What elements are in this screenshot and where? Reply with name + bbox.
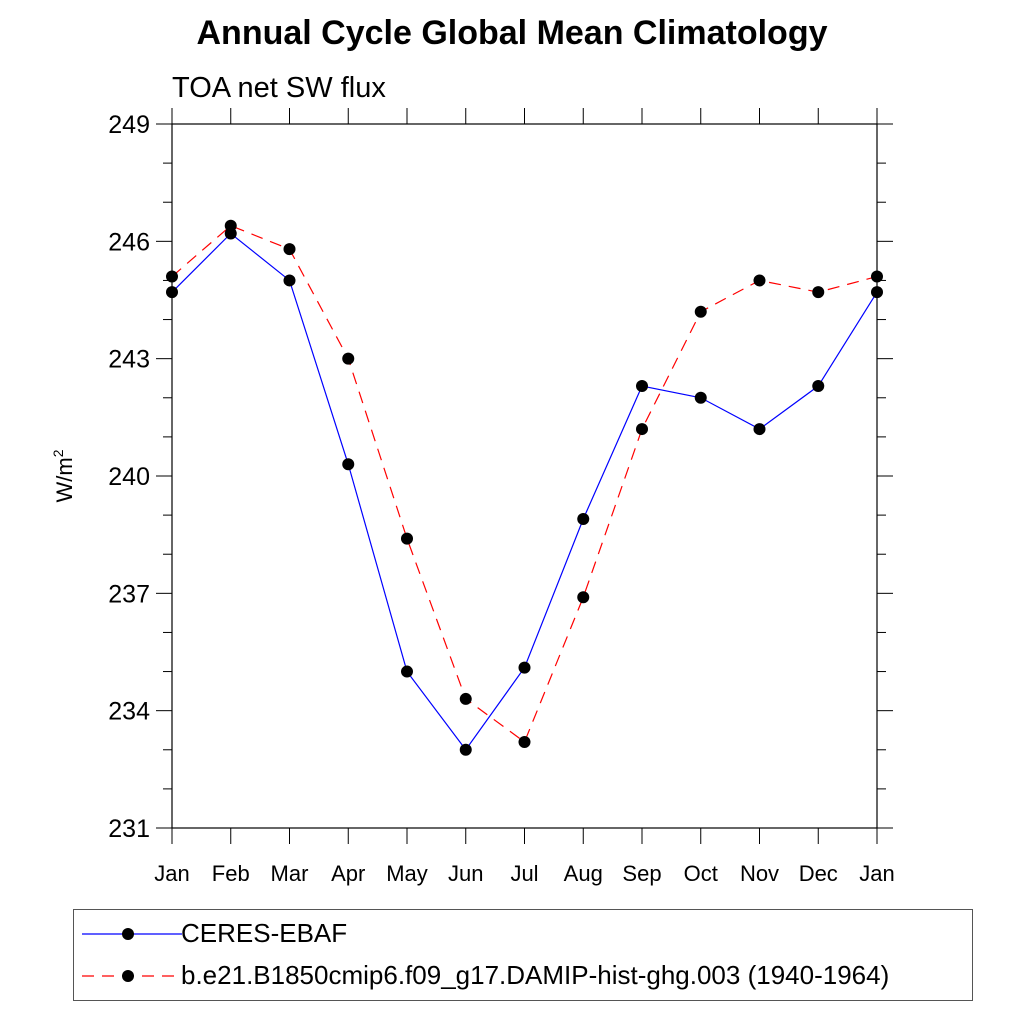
series-2-point (812, 286, 825, 299)
x-tick-label: Apr (331, 861, 365, 886)
series-1-point (694, 391, 707, 404)
series-2-point (636, 423, 648, 436)
series-2-point (342, 352, 355, 365)
y-tick-label: 246 (108, 228, 150, 256)
x-tick-label: Nov (740, 861, 779, 886)
series-1-point (459, 743, 472, 756)
series-2-point (871, 270, 883, 283)
series-1-point (401, 665, 413, 678)
legend-label-series-2: b.e21.B1850cmip6.f09_g17.DAMIP-hist-ghg.… (181, 960, 890, 990)
y-tick-label: 231 (108, 815, 150, 843)
x-tick-label: Oct (684, 861, 718, 886)
x-tick-label: Feb (212, 861, 250, 886)
x-tick-label: Mar (271, 861, 309, 886)
series-1-point (871, 286, 883, 299)
plot-frame (171, 123, 878, 829)
chart-title: Annual Cycle Global Mean Climatology (196, 14, 828, 52)
series-1-point (812, 380, 825, 393)
x-tick-label: Jul (510, 861, 538, 886)
x-tick-label: Aug (564, 861, 603, 886)
x-tick-label: Sep (622, 861, 661, 886)
y-axis-label: W/m2 (50, 449, 77, 502)
series-2-point (694, 305, 707, 318)
series-2-point (283, 243, 296, 256)
series-2-point (166, 270, 178, 283)
series-1-point (577, 513, 590, 526)
x-tick-label: Jun (448, 861, 483, 886)
y-tick-label: 234 (108, 698, 150, 726)
y-tick-label: 237 (108, 580, 150, 608)
y-axis-label-text: W/m (52, 457, 77, 502)
x-tick-label: Dec (799, 861, 838, 886)
series-1-point (342, 458, 355, 471)
series-2-point (753, 274, 766, 287)
series-1-point (636, 380, 648, 393)
x-tick-label: May (386, 861, 428, 886)
series-2-point (401, 532, 413, 545)
series-1-point (283, 274, 296, 287)
series-2-point (459, 692, 472, 705)
legend-line-solid-icon (82, 928, 182, 940)
series-1-point (518, 661, 531, 674)
y-tick-label: 243 (108, 346, 150, 374)
legend-item-series-2: b.e21.B1850cmip6.f09_g17.DAMIP-hist-ghg.… (74, 956, 972, 996)
chart-subtitle: TOA net SW flux (172, 72, 386, 104)
series-2-point (577, 591, 590, 604)
legend: CERES-EBAF b.e21.B1850cmip6.f09_g17.DAMI… (73, 909, 973, 1001)
y-axis-label-superscript: 2 (50, 449, 66, 457)
legend-item-series-1: CERES-EBAF (74, 914, 972, 954)
series-1-point (166, 286, 178, 299)
series-2-point (518, 735, 531, 748)
legend-label-series-1: CERES-EBAF (181, 918, 348, 948)
series-1-point (753, 423, 766, 436)
x-tick-label: Jan (859, 861, 894, 886)
y-tick-label: 249 (108, 111, 150, 139)
x-tick-label: Jan (154, 861, 189, 886)
svg-text:W/m2: W/m2 (50, 449, 77, 502)
series-2-point (224, 219, 237, 232)
legend-line-dashed-icon (82, 970, 182, 982)
y-tick-label: 240 (108, 463, 150, 491)
